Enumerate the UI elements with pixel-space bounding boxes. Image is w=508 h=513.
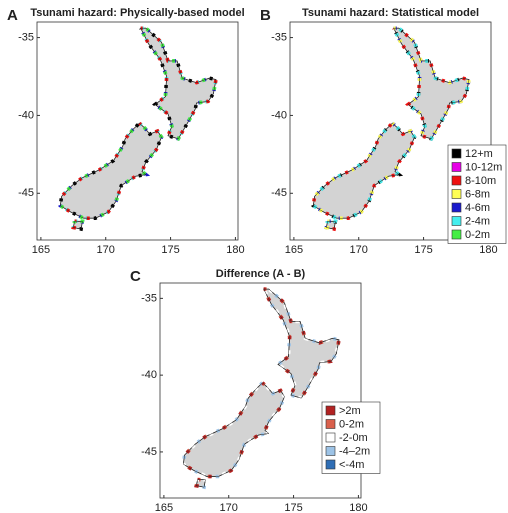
y-tick-label: -35 <box>271 31 287 43</box>
x-tick-label: 170 <box>350 244 368 256</box>
x-tick-label: 175 <box>161 244 179 256</box>
legend-label: 4-6m <box>465 202 490 214</box>
coastline <box>313 122 415 219</box>
x-tick-label: 165 <box>155 502 173 513</box>
coastline <box>196 479 206 488</box>
panel-title: Tsunami hazard: Physically-based model <box>30 7 244 19</box>
coastline <box>183 382 285 477</box>
y-tick-label: -45 <box>18 187 34 199</box>
y-tick-label: -35 <box>18 31 34 43</box>
legend-swatch <box>451 216 462 226</box>
y-tick-label: -40 <box>141 369 157 381</box>
panel-label: A <box>7 7 18 24</box>
coastline <box>393 27 470 140</box>
panel-title: Tsunami hazard: Statistical model <box>302 7 479 19</box>
legend-label: 0-2m <box>465 229 490 241</box>
legend-label: <-4m <box>339 459 364 471</box>
legend-label: 12+m <box>465 148 493 160</box>
panel-label: B <box>260 7 271 24</box>
legend-label: -4–2m <box>339 445 370 457</box>
panel-title: Difference (A - B) <box>216 268 306 280</box>
x-tick-label: 175 <box>414 244 432 256</box>
legend-swatch <box>451 202 462 213</box>
y-tick-label: -45 <box>141 446 157 458</box>
coastline <box>263 288 340 399</box>
legend-swatch <box>451 175 462 186</box>
coastline <box>140 27 217 140</box>
legend-label: 2-4m <box>465 215 490 227</box>
coastline <box>326 221 336 230</box>
legend-label: 10-12m <box>465 161 502 173</box>
legend-swatch <box>325 405 336 416</box>
y-tick-label: -40 <box>18 109 34 121</box>
panel-label: C <box>130 268 141 285</box>
y-tick-label: -35 <box>141 292 157 304</box>
legend-label: 6-8m <box>465 188 490 200</box>
y-tick-label: -40 <box>271 109 287 121</box>
legend-swatch <box>325 432 336 443</box>
legend-swatch <box>451 229 462 240</box>
coastline <box>73 221 83 230</box>
coastline <box>60 122 162 219</box>
x-tick-label: 175 <box>284 502 302 513</box>
x-tick-label: 165 <box>285 244 303 256</box>
legend-swatch <box>325 419 336 429</box>
x-tick-label: 180 <box>479 244 497 256</box>
x-tick-label: 170 <box>220 502 238 513</box>
legend-swatch <box>451 162 462 172</box>
x-tick-label: 180 <box>226 244 244 256</box>
x-tick-label: 180 <box>349 502 367 513</box>
legend-label: -2-0m <box>339 432 368 444</box>
y-tick-label: -45 <box>271 187 287 199</box>
x-tick-label: 165 <box>32 244 50 256</box>
x-tick-label: 170 <box>97 244 115 256</box>
legend-label: 8-10m <box>465 175 496 187</box>
legend-swatch <box>451 148 462 159</box>
legend-swatch <box>325 459 336 470</box>
legend-swatch <box>451 189 462 199</box>
legend-label: >2m <box>339 405 361 417</box>
legend-swatch <box>325 446 336 456</box>
legend-label: 0-2m <box>339 418 364 430</box>
